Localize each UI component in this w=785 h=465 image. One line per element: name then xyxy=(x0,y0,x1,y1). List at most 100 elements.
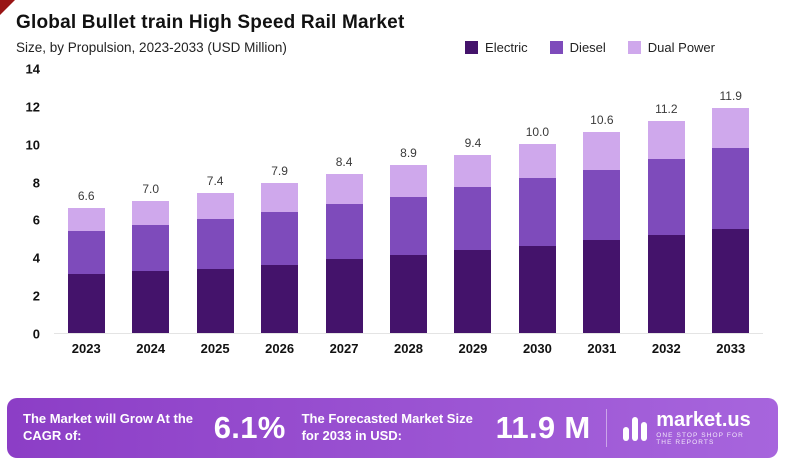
y-tick-label: 12 xyxy=(25,99,40,115)
page-title: Global Bullet train High Speed Rail Mark… xyxy=(16,12,405,33)
bar-segment-dual-power[interactable] xyxy=(67,208,105,231)
bar-segment-electric[interactable] xyxy=(647,234,685,333)
logo-name: market.us xyxy=(656,408,751,431)
legend-item-dual-power[interactable]: Dual Power xyxy=(627,40,715,55)
bar-total-label: 11.2 xyxy=(655,102,678,117)
bar-segment-diesel[interactable] xyxy=(261,211,299,265)
bar-total-label: 7.0 xyxy=(142,181,160,196)
bar-segment-diesel[interactable] xyxy=(647,158,685,235)
legend-swatch-diesel xyxy=(549,41,563,54)
marketus-logo[interactable]: market.us ONE STOP SHOP FOR THE REPORTS xyxy=(623,408,760,447)
bar-segment-electric[interactable] xyxy=(261,264,299,333)
forecast-value: 11.9 M xyxy=(495,410,591,445)
bar-stack xyxy=(647,121,685,333)
bar-segment-electric[interactable] xyxy=(518,245,556,333)
bar-segment-electric[interactable] xyxy=(67,274,105,333)
bar-segment-dual-power[interactable] xyxy=(389,164,427,197)
bar-total-label: 9.4 xyxy=(464,136,482,151)
bar-column: 7.4 xyxy=(183,69,247,333)
bar-total-label: 10.0 xyxy=(525,124,550,139)
bar-segment-dual-power[interactable] xyxy=(712,107,750,148)
banner-divider xyxy=(606,409,608,447)
x-axis-label: 2028 xyxy=(394,341,423,356)
footer-banner: The Market will Grow At the CAGR of: 6.1… xyxy=(7,398,778,458)
legend-item-diesel[interactable]: Diesel xyxy=(549,40,606,55)
chart-subtitle: Size, by Propulsion, 2023-2033 (USD Mill… xyxy=(16,40,287,55)
x-axis-label: 2030 xyxy=(522,341,552,356)
bar-segment-diesel[interactable] xyxy=(132,225,170,271)
bar-segment-diesel[interactable] xyxy=(389,196,427,256)
bar-total-label: 11.9 xyxy=(719,88,742,103)
bar-segment-diesel[interactable] xyxy=(454,187,492,250)
cagr-value: 6.1% xyxy=(213,410,286,445)
bar-column: 10.6 xyxy=(570,69,634,333)
y-tick-label: 14 xyxy=(25,61,40,77)
bar-stack xyxy=(518,143,556,333)
bar-column: 11.2 xyxy=(634,69,698,333)
x-axis-label: 2025 xyxy=(200,341,230,356)
bar-segment-electric[interactable] xyxy=(389,255,427,333)
bar-segment-diesel[interactable] xyxy=(325,204,363,260)
bar-segment-electric[interactable] xyxy=(132,270,170,333)
bar-column: 11.9 xyxy=(699,69,763,333)
legend-swatch-dual-power xyxy=(627,41,641,54)
bar-stack xyxy=(583,132,621,333)
bar-segment-diesel[interactable] xyxy=(67,230,105,275)
legend-item-electric[interactable]: Electric xyxy=(465,40,528,55)
y-tick-label: 4 xyxy=(32,250,40,266)
corner-accent xyxy=(0,0,15,15)
bar-stack xyxy=(67,208,105,333)
bar-segment-electric[interactable] xyxy=(325,259,363,333)
bar-segment-diesel[interactable] xyxy=(518,177,556,246)
bar-column: 7.9 xyxy=(247,69,311,333)
x-axis: 2023 2024 2025 2026 2027 2028 2029 2030 2031 2032… xyxy=(54,341,763,356)
x-axis-label: 2031 xyxy=(587,341,617,356)
bar-segment-electric[interactable] xyxy=(454,249,492,333)
bar-column: 9.4 xyxy=(441,69,505,333)
bar-segment-dual-power[interactable] xyxy=(325,174,363,205)
bar-stack xyxy=(261,183,299,333)
bar-total-label: 10.6 xyxy=(590,113,614,128)
bar-segment-electric[interactable] xyxy=(196,268,234,333)
bar-stack xyxy=(389,164,427,333)
y-tick-label: 2 xyxy=(32,288,40,304)
chart: 0 2 4 6 8 10 12 14 6.6 7.0 7.4 7.9 8.4 8.9 9.4 10.0 10.… xyxy=(16,62,763,379)
bar-segment-dual-power[interactable] xyxy=(261,183,299,212)
bar-segment-dual-power[interactable] xyxy=(583,132,621,171)
bar-column: 8.9 xyxy=(376,69,440,333)
bar-segment-dual-power[interactable] xyxy=(647,121,685,159)
legend: Electric Diesel Dual Power xyxy=(465,40,715,55)
bar-stack xyxy=(454,155,492,333)
cagr-label: The Market will Grow At the CAGR of: xyxy=(23,411,193,443)
bar-total-label: 8.9 xyxy=(400,145,417,160)
bar-total-label: 8.4 xyxy=(335,155,353,170)
forecast-label: The Forecasted Market Size for 2033 in U… xyxy=(301,411,473,443)
bar-total-label: 7.9 xyxy=(271,164,288,179)
bar-segment-electric[interactable] xyxy=(583,240,621,333)
x-axis-label: 2029 xyxy=(458,341,488,356)
bar-stack xyxy=(712,107,750,333)
y-tick-label: 8 xyxy=(32,175,40,191)
bar-total-label: 6.6 xyxy=(77,189,95,204)
bar-segment-dual-power[interactable] xyxy=(454,155,492,188)
bar-column: 10.0 xyxy=(505,69,569,333)
bar-column: 7.0 xyxy=(118,69,182,333)
bar-segment-diesel[interactable] xyxy=(583,170,621,241)
bar-segment-dual-power[interactable] xyxy=(132,200,170,226)
bar-segment-dual-power[interactable] xyxy=(518,143,556,178)
bar-segment-diesel[interactable] xyxy=(196,219,234,269)
bar-total-label: 7.4 xyxy=(206,173,224,188)
x-axis-label: 2026 xyxy=(265,341,295,356)
bar-segment-electric[interactable] xyxy=(712,228,750,333)
x-axis-label: 2027 xyxy=(329,341,359,356)
bar-segment-dual-power[interactable] xyxy=(196,192,234,220)
bar-column: 6.6 xyxy=(54,69,118,333)
legend-label: Dual Power xyxy=(647,40,715,55)
y-tick-label: 10 xyxy=(25,137,40,153)
x-axis-label: 2032 xyxy=(651,341,681,356)
bar-segment-diesel[interactable] xyxy=(712,147,750,229)
x-axis-label: 2024 xyxy=(136,341,166,356)
legend-label: Electric xyxy=(485,40,528,55)
x-axis-label: 2033 xyxy=(716,341,746,356)
header: Global Bullet train High Speed Rail Mark… xyxy=(0,0,785,34)
